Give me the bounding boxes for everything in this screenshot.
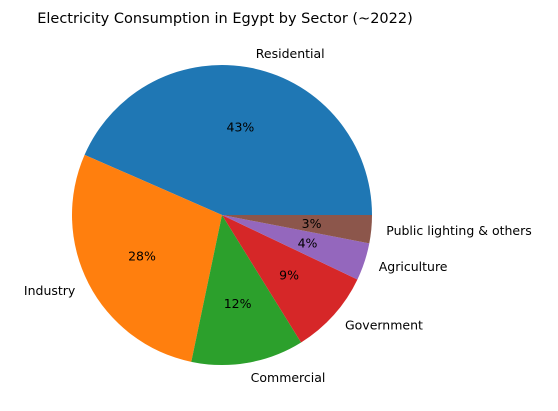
slice-percent-label: 43%	[227, 119, 255, 134]
pie-slice-public-lighting-others	[222, 215, 372, 244]
pie-slice-agriculture	[222, 215, 370, 280]
pie-slice-residential	[84, 64, 372, 216]
slice-percent-label: 9%	[279, 268, 299, 283]
pie-labels: Residential 43% Industry 28% Commercial 12% Go…	[24, 46, 532, 385]
pie-slices	[71, 64, 372, 365]
slice-percent-label: 3%	[302, 216, 322, 231]
slice-percent-label: 28%	[128, 249, 156, 264]
pie-slice-industry	[71, 154, 223, 362]
pie-slice-government	[222, 215, 358, 343]
slice-label: Commercial	[251, 370, 326, 385]
slice-label: Industry	[24, 283, 76, 298]
slice-percent-label: 12%	[224, 296, 252, 311]
slice-label: Government	[345, 318, 423, 333]
slice-percent-label: 4%	[298, 236, 318, 251]
chart-title: Electricity Consumption in Egypt by Sect…	[37, 11, 413, 27]
slice-label: Residential	[256, 46, 325, 61]
slice-label: Agriculture	[379, 259, 448, 274]
slice-label: Public lighting & others	[386, 223, 532, 238]
pie-slice-commercial	[191, 215, 302, 365]
